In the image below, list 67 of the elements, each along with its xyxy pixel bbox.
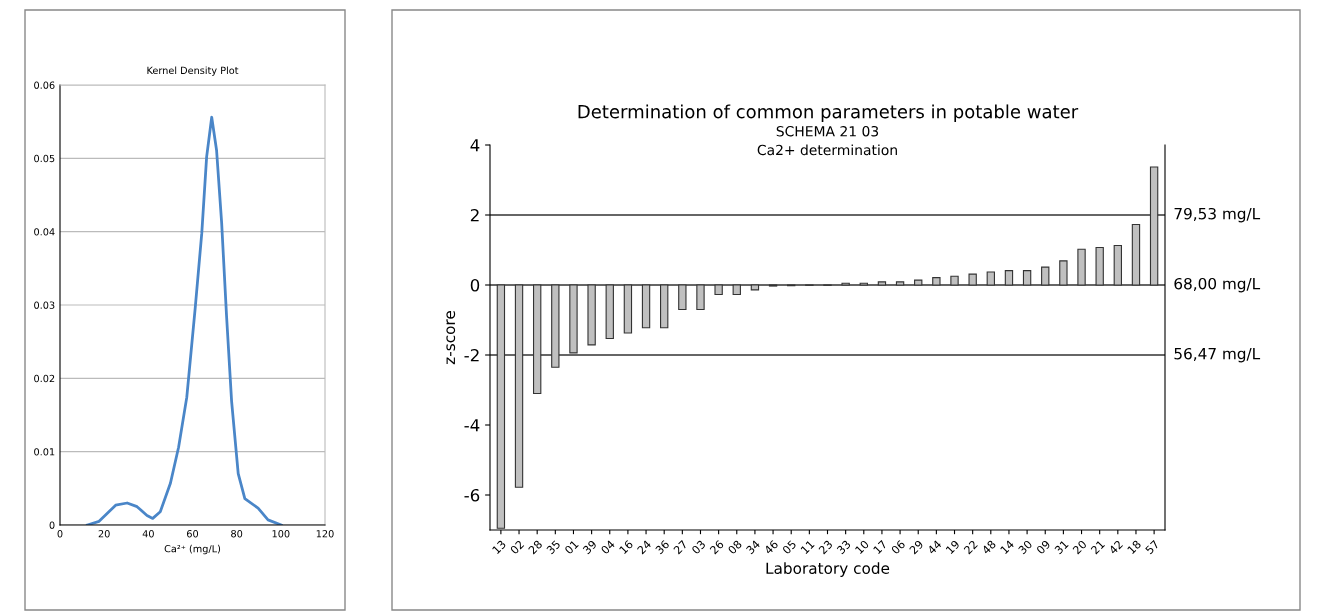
ref-line-label: 56,47 mg/L: [1174, 347, 1261, 363]
x-tick-label: 57: [1144, 539, 1160, 555]
x-tick-label: 08: [727, 539, 743, 555]
x-tick-label: 60: [186, 530, 199, 538]
x-tick-label: 48: [981, 539, 997, 555]
y-tick-label: 0: [470, 278, 480, 292]
x-tick-label: 36: [654, 539, 670, 555]
x-tick-label: 20: [1072, 539, 1088, 555]
y-tick-label: 0: [49, 521, 55, 529]
y-tick-label: 2: [470, 208, 479, 222]
x-tick-label: 22: [963, 539, 978, 555]
x-tick-label: 04: [600, 539, 616, 555]
y-tick-label: -2: [464, 348, 479, 362]
y-tick-label: -4: [464, 419, 480, 432]
x-tick-label: 0: [57, 530, 63, 538]
x-tick-label: 28: [527, 539, 543, 555]
y-tick-label: 0.05: [34, 154, 55, 163]
x-tick-label: 03: [691, 539, 706, 555]
x-tick-label: 31: [1054, 539, 1069, 555]
x-tick-label: 21: [1090, 539, 1105, 555]
x-tick-label: 19: [945, 539, 961, 555]
x-tick-label: 13: [491, 539, 507, 555]
x-tick-label: 18: [1126, 539, 1142, 555]
x-tick-label: 120: [316, 530, 334, 538]
x-tick-label: 05: [781, 539, 797, 555]
x-tick-label: 10: [854, 539, 870, 555]
x-tick-label: 11: [800, 540, 815, 555]
x-tick-label: 29: [908, 539, 924, 555]
y-tick-label: 0.03: [34, 301, 55, 309]
chart-title: Kernel Density Plot: [147, 66, 239, 76]
x-tick-label: 27: [673, 539, 688, 555]
x-tick-label: 46: [763, 539, 779, 555]
x-tick-label: 34: [745, 539, 761, 555]
x-axis-title: Laboratory code: [766, 562, 890, 577]
x-axis-title: Ca²⁺ (mg/L): [164, 544, 221, 555]
x-tick-label: 40: [142, 530, 154, 538]
x-tick-label: 26: [709, 539, 725, 555]
ref-line-label: 68,00 mg/L: [1174, 277, 1261, 293]
x-tick-label: 35: [546, 539, 561, 555]
x-tick-label: 30: [1017, 539, 1033, 555]
chart-subtitle: SCHEMA 21 03 Ca2+ determination: [757, 126, 897, 156]
ref-line-label: 79,53 mg/L: [1174, 207, 1261, 223]
x-tick-label: 44: [927, 539, 942, 555]
x-tick-label: 20: [98, 530, 110, 538]
chart-title: Determination of common parameters in potable water: [578, 104, 1079, 122]
x-tick-label: 42: [1108, 539, 1124, 555]
x-tick-label: 09: [1035, 539, 1051, 555]
x-tick-label: 17: [873, 539, 888, 555]
x-tick-label: 80: [231, 530, 243, 538]
y-tick-label: -6: [464, 488, 480, 502]
x-tick-label: 06: [890, 539, 906, 555]
y-tick-label: 0.06: [34, 81, 55, 89]
y-tick-label: 0.02: [34, 374, 55, 383]
y-tick-label: 4: [470, 139, 480, 152]
x-tick-label: 100: [272, 530, 290, 538]
x-tick-label: 39: [582, 539, 598, 555]
y-tick-label: 0.01: [34, 448, 55, 456]
x-tick-label: 14: [1000, 539, 1015, 555]
y-tick-label: 0.04: [34, 228, 55, 236]
x-tick-label: 24: [636, 539, 652, 555]
x-tick-label: 01: [564, 539, 579, 555]
x-tick-label: 23: [818, 539, 833, 555]
line-series: [85, 115, 283, 525]
x-tick-label: 02: [509, 539, 525, 555]
y-axis-title: z-score: [446, 311, 456, 365]
x-tick-label: 16: [618, 539, 634, 555]
x-tick-label: 33: [836, 539, 852, 555]
